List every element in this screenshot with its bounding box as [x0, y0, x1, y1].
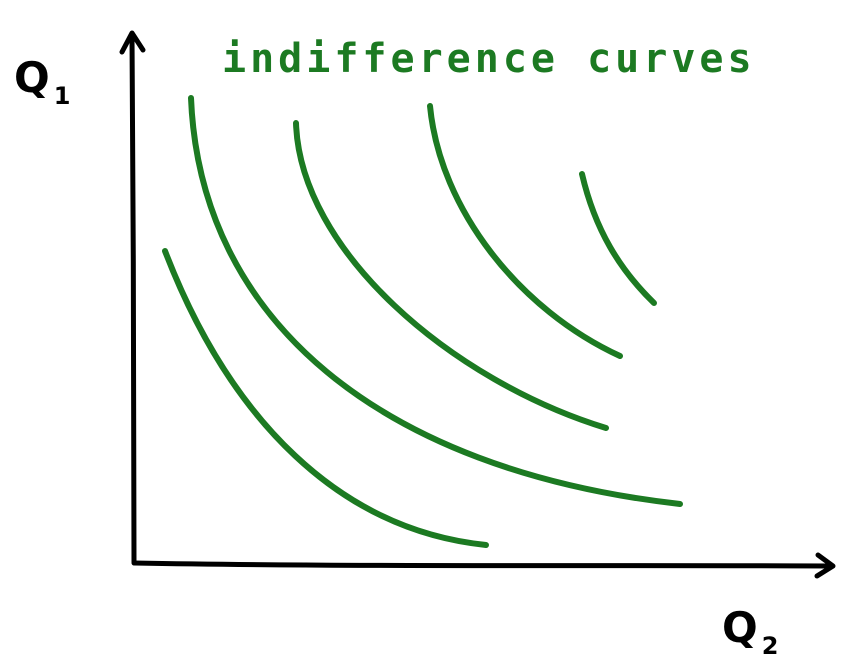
indifference-curve-3 — [293, 120, 609, 431]
indifference-curves — [162, 95, 683, 548]
x-axis-arrowhead — [814, 552, 836, 579]
y-axis-label-subscript: 1 — [54, 82, 71, 110]
indifference-curve-1 — [162, 248, 489, 548]
x-axis-label-letter: Q — [722, 603, 758, 652]
indifference-curve-2 — [188, 95, 683, 507]
y-axis — [119, 30, 146, 565]
y-axis-arrowhead — [119, 30, 146, 55]
y-axis-label-letter: Q — [14, 53, 50, 102]
x-axis — [131, 552, 836, 579]
diagram-title: indifference curves — [222, 36, 756, 82]
y-axis-line — [129, 33, 137, 565]
x-axis-line — [131, 560, 835, 569]
x-axis-label-subscript: 2 — [762, 632, 779, 660]
indifference-curve-4 — [427, 103, 623, 359]
indifference-curve-5 — [579, 171, 657, 306]
